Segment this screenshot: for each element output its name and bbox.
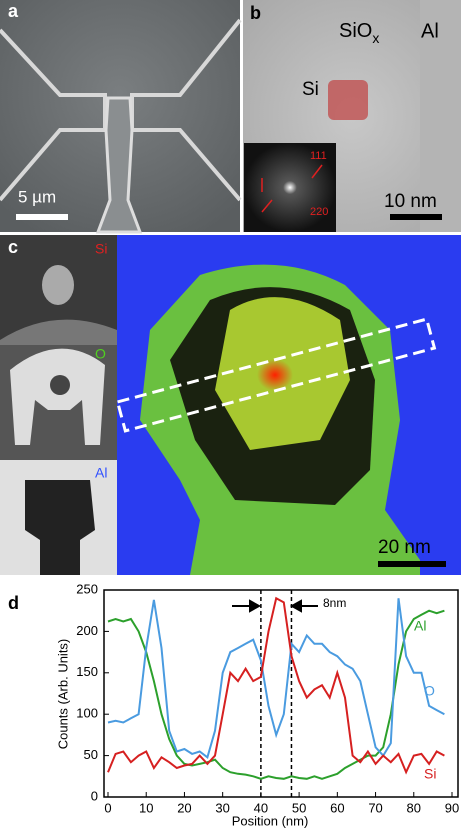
x-tick-label: 70 [368,800,382,815]
panel-label: d [8,593,19,613]
x-tick-label: 30 [215,800,229,815]
map-label: Al [95,465,107,481]
panel-a: a 5 µm [0,0,242,234]
panel-c: c Si O Al 20 nm [0,235,461,575]
x-tick-label: 80 [407,800,421,815]
x-axis-label: Position (nm) [232,813,309,828]
map-label: O [95,346,106,362]
oxide-label: SiOx [339,20,379,45]
x-tick-label: 60 [330,800,344,815]
y-axis-label: Counts (Arb. Units) [55,639,70,750]
y-tick-label: 100 [76,706,98,721]
x-tick-label: 20 [177,800,191,815]
series-label: Al [414,618,426,634]
y-tick-label: 50 [84,747,98,762]
series-line [107,609,445,780]
x-tick-label: 10 [139,800,153,815]
y-tick-label: 200 [76,623,98,638]
series-label: O [424,683,435,699]
panel-label: b [250,3,261,23]
panel-d: d Position (nm) Counts (Arb. Units) 8nm … [8,581,459,828]
y-tick-label: 150 [76,664,98,679]
x-tick-label: 90 [445,800,459,815]
y-tick-label: 250 [76,581,98,596]
arrows [232,599,318,613]
x-tick-label: 50 [292,800,306,815]
scale-bar-label: 20 nm [378,537,431,558]
series-label: Si [424,766,436,782]
map-label: Si [95,241,107,257]
scale-bar-label: 5 µm [18,187,56,206]
series-line [107,598,445,759]
annotation: 8nm [323,596,346,610]
series-line [107,596,445,775]
panel-b: b SiOx Al Si 111 220 10 nm [243,0,461,232]
core-label: Si [302,79,319,100]
x-tick-label: 0 [104,800,111,815]
fft-label: 111 [310,150,327,162]
x-tick-label: 40 [254,800,268,815]
y-tick-label: 0 [91,788,98,803]
panel-label: a [8,1,19,21]
fft-label: 220 [310,206,328,218]
metal-label: Al [421,20,439,42]
plot-frame [103,589,459,798]
scale-bar-label: 10 nm [384,191,437,212]
panel-label: c [8,237,18,257]
